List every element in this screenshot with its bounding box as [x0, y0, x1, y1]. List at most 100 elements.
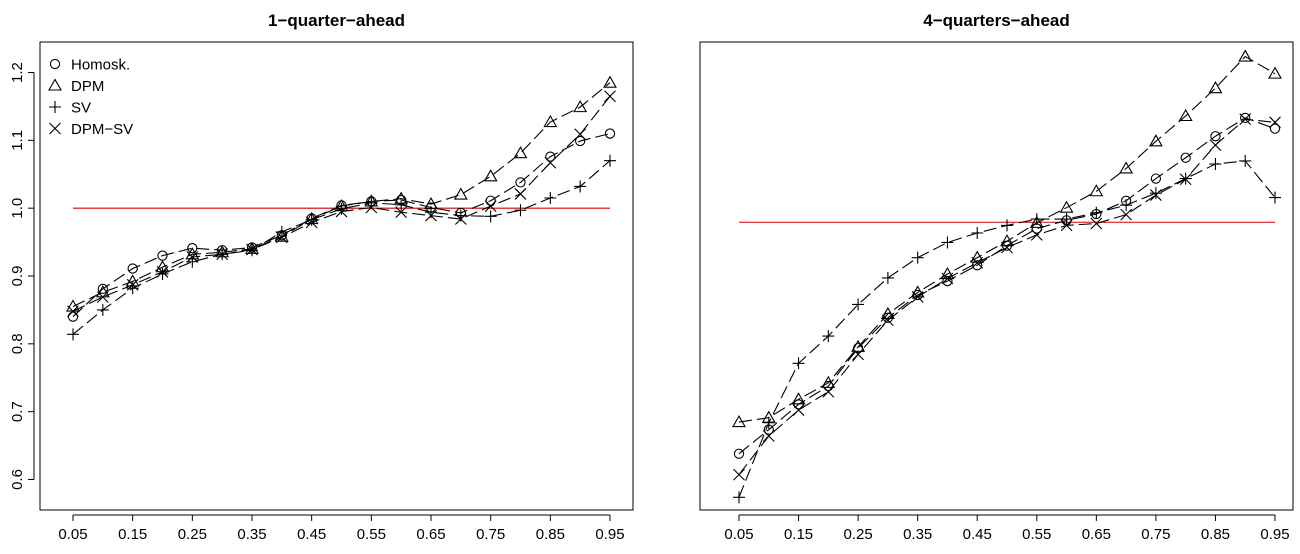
data-point-triangle: [1268, 66, 1282, 79]
data-point-cross: [1209, 139, 1222, 151]
data-point-plus: [1239, 154, 1252, 167]
data-point-plus: [792, 357, 805, 370]
x-tick-label: 0.15: [784, 526, 813, 543]
data-point-plus: [971, 226, 984, 239]
data-point-cross: [1179, 173, 1192, 186]
data-point-triangle: [1119, 161, 1134, 174]
data-point-circle: [187, 243, 198, 254]
x-tick-label: 0.65: [1082, 526, 1111, 543]
data-point-triangle: [1148, 134, 1163, 147]
data-point-plus: [335, 202, 348, 215]
data-point-cross: [96, 291, 109, 303]
legend-label: DPM: [71, 78, 104, 95]
data-point-plus: [881, 271, 894, 284]
data-point-plus: [1209, 158, 1222, 171]
data-point-triangle: [1000, 234, 1014, 247]
data-point-circle: [575, 135, 586, 147]
data-point-cross: [395, 206, 408, 219]
legend-label: Homosk.: [71, 57, 130, 74]
data-point-cross: [246, 243, 258, 256]
data-point-triangle: [1089, 184, 1104, 197]
data-point-cross: [1060, 219, 1073, 232]
data-point-plus: [96, 303, 109, 316]
x-tick-label: 0.95: [595, 526, 624, 543]
x-tick-label: 0.05: [724, 526, 753, 543]
data-point-cross: [186, 251, 199, 263]
data-point-plus: [762, 416, 775, 429]
y-tick-label: 0.8: [9, 333, 26, 354]
data-point-triangle: [483, 169, 498, 182]
data-point-plus: [305, 213, 318, 226]
data-point-triangle: [573, 100, 588, 113]
x-tick-label: 0.85: [536, 526, 565, 543]
data-point-plus: [911, 251, 924, 264]
data-point-cross: [1150, 189, 1162, 201]
data-point-circle: [882, 312, 894, 323]
data-point-triangle: [851, 339, 866, 352]
series-line: [72, 160, 611, 335]
data-point-triangle: [880, 306, 895, 319]
data-point-cross: [822, 385, 835, 398]
data-point-plus: [395, 198, 408, 211]
data-point-plus: [1120, 199, 1133, 212]
x-tick-label: 0.45: [297, 526, 326, 543]
data-point-triangle: [1178, 108, 1193, 122]
data-point-triangle: [1208, 81, 1223, 94]
data-point-cross: [1090, 217, 1103, 230]
legend-marker-triangle: [48, 78, 62, 91]
data-point-triangle: [821, 375, 836, 388]
data-point-plus: [822, 330, 835, 343]
data-point-plus: [1030, 213, 1043, 226]
data-point-cross: [574, 128, 587, 141]
data-point-cross: [484, 200, 497, 213]
plot-frame: [39, 41, 634, 511]
data-point-plus: [67, 328, 79, 341]
data-point-circle: [733, 448, 745, 459]
series-line: [72, 82, 611, 308]
series-plus: [67, 154, 616, 341]
data-point-cross: [1239, 113, 1252, 126]
data-point-plus: [1060, 213, 1073, 226]
series-triangle: [66, 75, 617, 312]
data-point-circle: [67, 311, 79, 322]
data-point-triangle: [1238, 49, 1253, 62]
chart-panel-4-quarters-ahead: 4−quarters−ahead 0.05 0.15 0.25 0.35 0.45 0.5…: [699, 11, 1294, 543]
data-point-circle: [1150, 173, 1162, 184]
data-point-circle: [1240, 112, 1251, 124]
data-point-plus: [604, 154, 616, 167]
legend-marker-plus: [49, 101, 61, 113]
series-line: [738, 160, 1276, 498]
data-point-cross: [305, 216, 318, 229]
data-point-cross: [544, 156, 557, 169]
data-point-cross: [792, 404, 805, 416]
data-point-cross: [1030, 229, 1043, 241]
data-point-cross: [216, 248, 229, 261]
data-point-circle: [942, 275, 953, 287]
data-point-plus: [1090, 206, 1103, 219]
data-point-triangle: [1059, 200, 1074, 213]
y-tick-label: 0.6: [9, 469, 26, 490]
x-tick-label: 0.55: [357, 526, 386, 543]
y-tick-label: 1.0: [9, 198, 26, 219]
x-tick-label: 0.75: [1141, 526, 1170, 543]
data-point-cross: [365, 201, 378, 214]
data-point-circle: [604, 128, 616, 139]
data-point-cross: [67, 305, 79, 318]
x-tick-label: 0.05: [58, 526, 87, 543]
data-point-plus: [1149, 187, 1162, 200]
data-point-plus: [484, 210, 497, 223]
data-point-cross: [514, 188, 527, 200]
x-tick-label: 0.65: [416, 526, 445, 543]
data-point-cross: [1269, 116, 1281, 129]
data-point-triangle: [732, 414, 746, 428]
data-point-circle: [127, 263, 138, 274]
y-tick-label: 0.9: [9, 266, 26, 287]
data-point-circle: [485, 195, 496, 206]
x-tick-label: 0.85: [1201, 526, 1230, 543]
data-point-cross: [882, 314, 894, 327]
chart-title: 4−quarters−ahead: [923, 11, 1069, 30]
data-point-triangle: [543, 114, 558, 128]
series-cross: [733, 113, 1281, 481]
x-tick-label: 0.35: [237, 526, 266, 543]
